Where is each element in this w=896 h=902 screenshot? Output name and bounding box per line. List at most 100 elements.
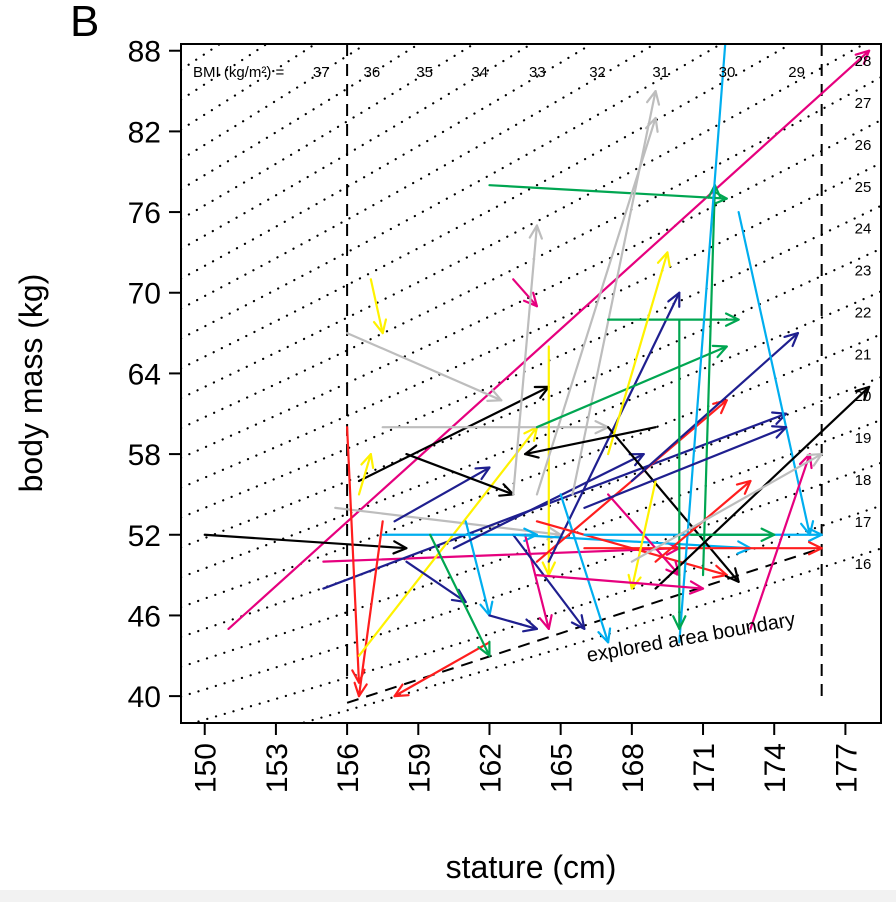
- bmi-isoline: [181, 44, 269, 101]
- bmi-top-label: 37: [313, 64, 330, 81]
- arrow-series: [203, 44, 871, 698]
- data-arrow: [393, 466, 491, 523]
- bmi-top-label: 36: [364, 64, 381, 81]
- data-arrow: [488, 184, 728, 206]
- data-arrow: [369, 278, 388, 335]
- bmi-right-label: 23: [855, 263, 872, 280]
- bmi-isoline: [181, 44, 222, 71]
- boundary-annotation: explored area boundary: [585, 609, 797, 667]
- data-arrow: [630, 331, 800, 483]
- x-tick-label: 177: [830, 743, 863, 793]
- bmi-top-label: 35: [416, 64, 433, 81]
- bmi-isolines: [181, 0, 881, 723]
- bmi-right-label: 21: [855, 346, 872, 363]
- bmi-top-label: 34: [471, 64, 488, 81]
- data-arrow: [571, 89, 661, 496]
- bmi-isoline: [298, 547, 881, 723]
- data-arrow: [678, 44, 727, 644]
- data-arrow: [535, 573, 705, 595]
- panel-label: B: [70, 0, 99, 46]
- x-tick-label: 162: [474, 743, 507, 793]
- bmi-right-label: 22: [855, 304, 872, 321]
- bottom-strip: [0, 890, 896, 902]
- bmi-isoline: [181, 76, 881, 430]
- bmi-right-label: 27: [855, 95, 872, 112]
- bmi-top-labels: 37 36 35 34 33 32 31 30 29: [313, 64, 805, 81]
- x-tick-label: 171: [688, 743, 721, 793]
- x-tick-label: 159: [403, 743, 436, 793]
- data-arrow: [393, 641, 491, 698]
- bmi-right-labels: 28 27 26 25 24 23 22 21 20 19 18 17 16: [855, 53, 872, 573]
- bmi-isoline: [181, 44, 476, 221]
- data-arrow: [627, 479, 657, 590]
- x-axis-title: stature (cm): [446, 849, 617, 885]
- data-arrow: [559, 493, 612, 644]
- y-axis: 40 46 52 58 64 70 76 82 88: [128, 36, 181, 714]
- data-arrow: [535, 344, 728, 429]
- bmi-top-label: 33: [529, 64, 546, 81]
- data-arrow: [488, 614, 539, 633]
- x-tick-label: 165: [546, 743, 579, 793]
- y-axis-title: body mass (kg): [13, 274, 49, 493]
- bmi-top-label: 29: [788, 64, 805, 81]
- bmi-isoline: [181, 44, 368, 161]
- data-arrow: [357, 385, 550, 483]
- y-tick-label: 46: [128, 600, 161, 633]
- data-arrow: [346, 426, 366, 684]
- data-arrow: [607, 312, 740, 327]
- data-arrow: [583, 425, 788, 509]
- bmi-prefix: BMI (kg/m²) =: [193, 64, 284, 81]
- bmi-isoline: [181, 0, 881, 40]
- bmi-top-label: 32: [589, 64, 606, 81]
- bmi-right-label: 20: [855, 388, 872, 405]
- data-arrow: [749, 452, 813, 630]
- y-tick-label: 88: [128, 36, 161, 69]
- data-arrow: [630, 452, 823, 563]
- data-arrow: [512, 278, 539, 308]
- data-arrow: [607, 426, 740, 583]
- y-tick-label: 64: [128, 358, 161, 391]
- x-tick-label: 174: [759, 743, 792, 793]
- explored-area-boundary: [346, 44, 823, 704]
- bmi-isoline: [181, 461, 881, 698]
- bmi-isoline: [181, 290, 881, 579]
- data-arrow: [353, 520, 384, 698]
- data-arrow: [203, 533, 408, 555]
- y-tick-label: 76: [128, 197, 161, 230]
- data-arrow: [227, 49, 871, 630]
- bmi-right-label: 18: [855, 472, 872, 489]
- data-arrow: [523, 426, 657, 459]
- bmi-right-label: 24: [855, 221, 872, 238]
- data-arrow: [381, 527, 539, 542]
- bmi-right-label: 17: [855, 514, 872, 531]
- y-tick-label: 82: [128, 116, 161, 149]
- data-arrow: [547, 291, 681, 563]
- data-arrow: [541, 345, 556, 577]
- bmi-isoline: [181, 376, 881, 639]
- bmi-top-label: 31: [652, 64, 669, 81]
- bmi-top-label: 30: [719, 64, 736, 81]
- plot-frame: [180, 43, 882, 724]
- x-tick-label: 153: [261, 743, 294, 793]
- data-arrow: [357, 452, 375, 496]
- bmi-isoline: [181, 333, 881, 609]
- data-arrow: [672, 318, 687, 630]
- data-arrow: [737, 210, 815, 536]
- data-arrow: [607, 251, 671, 456]
- bmi-right-label: 28: [855, 53, 872, 70]
- data-arrow: [322, 411, 788, 590]
- bmi-isoline: [181, 44, 421, 191]
- y-tick-label: 52: [128, 520, 161, 553]
- bmi-isoline: [181, 44, 793, 370]
- bmi-right-label: 26: [855, 137, 872, 154]
- bmi-isoline: [181, 204, 881, 519]
- bmi-isoline: [181, 44, 657, 310]
- y-tick-label: 70: [128, 278, 161, 311]
- bmi-isoline: [181, 118, 881, 459]
- x-tick-label: 156: [332, 743, 365, 793]
- data-arrow: [429, 533, 491, 657]
- bmi-isoline: [181, 44, 534, 250]
- bmi-isoline: [181, 161, 881, 489]
- data-arrow: [512, 224, 543, 496]
